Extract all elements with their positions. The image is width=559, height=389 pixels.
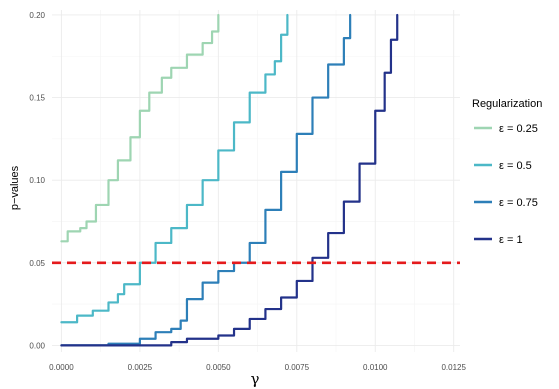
x-axis-title: γ	[251, 370, 260, 388]
y-tick-label: 0.15	[29, 94, 45, 103]
legend-label-4: ε = 1	[499, 234, 523, 246]
y-tick-label: 0.20	[29, 11, 45, 20]
series-line-1	[60, 13, 220, 243]
legend: Regularization ε = 0.25 ε = 0.5 ε = 0.75 ε …	[472, 98, 542, 246]
series-layer	[60, 13, 399, 347]
y-tick-label: 0.10	[29, 176, 45, 185]
x-tick-labels: 0.0000 0.0025 0.0050 0.0075 0.0100 0.0125	[49, 363, 466, 372]
legend-title: Regularization	[472, 98, 542, 110]
y-axis-title: p−values	[9, 165, 21, 210]
y-tick-labels: 0.00 0.05 0.10 0.15 0.20	[29, 11, 45, 350]
series-line-2	[60, 13, 289, 324]
x-tick-label: 0.0125	[441, 363, 466, 372]
x-tick-label: 0.0025	[128, 363, 153, 372]
legend-label-1: ε = 0.25	[499, 123, 538, 135]
x-tick-label: 0.0075	[285, 363, 310, 372]
x-tick-label: 0.0000	[49, 363, 74, 372]
legend-label-2: ε = 0.5	[499, 160, 532, 172]
x-tick-label: 0.0100	[363, 363, 388, 372]
y-tick-label: 0.00	[29, 341, 45, 350]
legend-label-3: ε = 0.75	[499, 197, 538, 209]
series-line-3	[60, 13, 352, 347]
series-line-4	[60, 13, 399, 347]
y-tick-label: 0.05	[29, 259, 45, 268]
x-tick-label: 0.0050	[206, 363, 231, 372]
